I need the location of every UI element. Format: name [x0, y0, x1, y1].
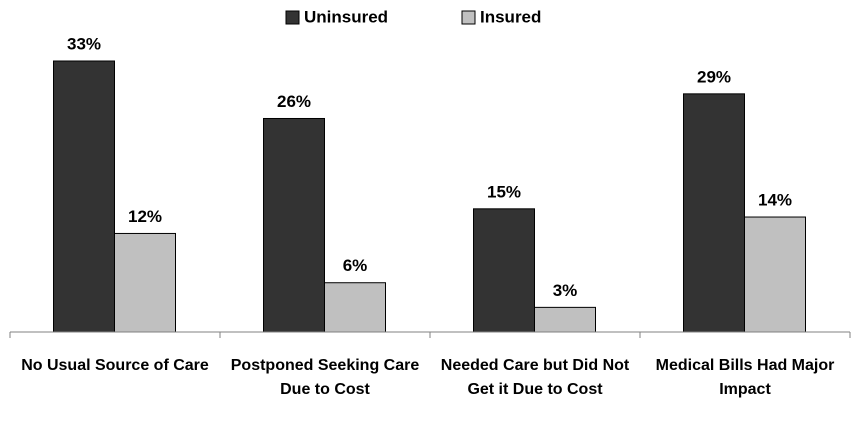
value-label: 3% — [553, 281, 578, 300]
x-tick-label: No Usual Source of Care — [21, 357, 209, 374]
value-label: 14% — [758, 191, 792, 210]
legend-swatch — [461, 10, 476, 25]
legend-label: Uninsured — [304, 7, 388, 26]
x-tick-label: Postponed Seeking Care Due to Cost — [230, 357, 420, 398]
value-label: 26% — [277, 92, 311, 111]
legend-swatch — [285, 10, 300, 25]
value-label: 15% — [487, 182, 521, 201]
value-label: 12% — [128, 207, 162, 226]
bar — [53, 60, 115, 333]
value-label: 6% — [343, 256, 368, 275]
x-tick-label: Needed Care but Did Not Get it Due to Co… — [440, 357, 630, 398]
bar — [744, 216, 806, 333]
bar — [683, 93, 745, 333]
bar — [324, 282, 386, 333]
x-tick-label: Medical Bills Had Major Impact — [655, 357, 835, 398]
value-label: 33% — [67, 34, 101, 53]
bar — [534, 306, 596, 333]
value-label: 29% — [697, 67, 731, 86]
bar — [263, 117, 325, 333]
legend-label: Insured — [480, 7, 541, 26]
bar — [114, 232, 176, 333]
bar — [473, 208, 535, 333]
